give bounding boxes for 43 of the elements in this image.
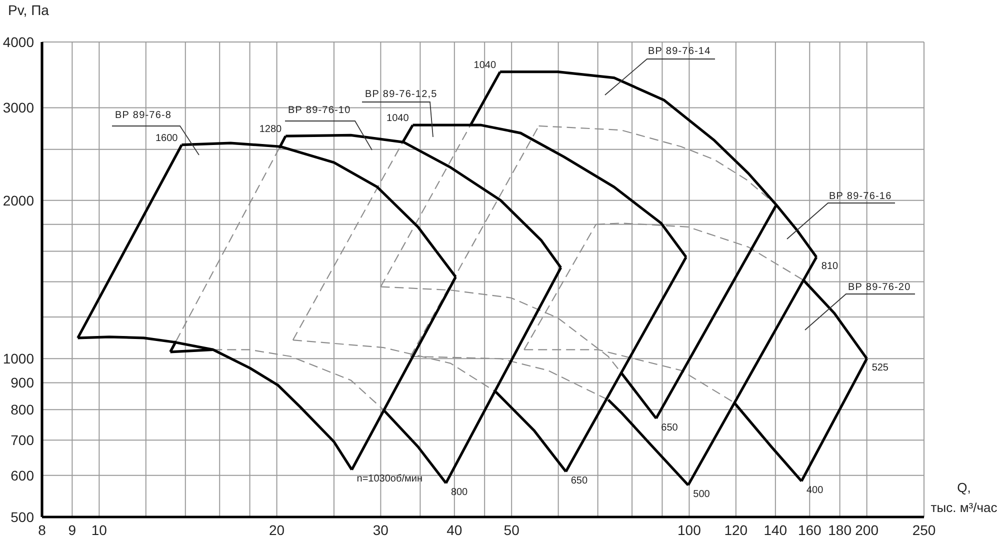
y-tick-label: 3000	[2, 100, 34, 116]
x-tick-label: 120	[724, 522, 748, 538]
annotation: 1600	[155, 132, 178, 144]
annotation: ВР 89-76-12,5	[365, 89, 438, 100]
x-tick-label: 200	[855, 522, 879, 538]
x-tick-label: 180	[828, 522, 852, 538]
annotation: 650	[661, 422, 678, 434]
x-tick-label: 140	[764, 522, 788, 538]
y-tick-label: 500	[10, 508, 34, 525]
annotation: ВР 89-76-14	[648, 46, 711, 57]
annotation: 400	[806, 485, 824, 496]
annotation: n=1030об/мин	[356, 474, 422, 485]
y-tick-label: 4000	[2, 34, 34, 50]
x-tick-label: 160	[798, 522, 822, 538]
annotation: 1040	[474, 60, 496, 71]
x-tick-label: 30	[372, 522, 389, 538]
x-tick-label: 10	[91, 522, 108, 538]
annotation: 1040	[386, 113, 410, 124]
y-tick-label: 800	[10, 402, 34, 418]
y-tick-label: 1000	[2, 350, 34, 367]
x-tick-label: 40	[446, 522, 462, 538]
x-tick-label: 8	[38, 522, 46, 538]
x-tick-label: 250	[912, 522, 936, 538]
y-tick-label: 2000	[2, 192, 34, 208]
annotation: 525	[872, 362, 889, 374]
annotation: 650	[570, 476, 588, 487]
y-tick-label: 900	[10, 374, 34, 391]
y-axis-title: Pv, Па	[8, 2, 49, 18]
x-tick-label: 100	[678, 522, 702, 538]
x-tick-label: 20	[269, 522, 285, 538]
x-tick-label: 9	[68, 522, 76, 538]
annotation: 800	[450, 487, 468, 498]
y-tick-label: 700	[10, 432, 34, 448]
x-axis-title: Q, тыс. м³/час	[930, 479, 998, 517]
annotation: 1280	[259, 124, 282, 136]
x-tick-label: 50	[504, 522, 520, 538]
annotation: 810	[821, 261, 839, 272]
annotation: ВР 89-76-10	[288, 105, 351, 116]
annotation: ВР 89-76-20	[848, 282, 911, 293]
annotation: ВР 89-76-16	[829, 191, 892, 202]
annotation: 500	[693, 489, 710, 500]
y-tick-label: 600	[10, 467, 34, 484]
annotation: ВР 89-76-8	[115, 110, 172, 121]
